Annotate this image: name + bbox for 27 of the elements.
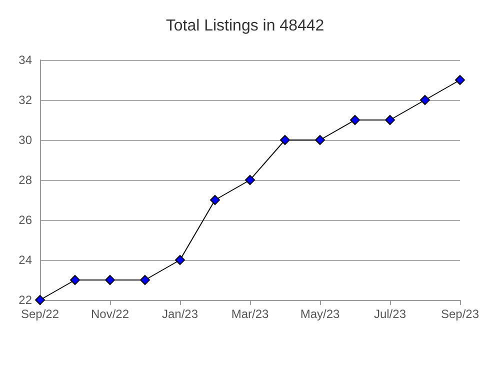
x-tick-label: May/23	[300, 307, 340, 321]
x-tick-label: Jan/23	[162, 307, 198, 321]
point	[280, 135, 290, 145]
point	[70, 275, 80, 285]
x-tick-label: Sep/23	[440, 307, 480, 321]
x-tick-label: Mar/23	[231, 307, 269, 321]
y-tick-label: 26	[18, 213, 32, 227]
point	[104, 275, 115, 285]
x-tick-label: Nov/22	[90, 307, 130, 321]
y-tick-label: 30	[18, 133, 32, 147]
x-tick-label: Sep/22	[20, 307, 60, 321]
point	[420, 95, 430, 105]
point	[384, 115, 395, 125]
x-tick-label: Jul/23	[374, 307, 406, 321]
y-tick-label: 22	[18, 293, 32, 307]
point	[454, 75, 465, 85]
y-tick-label: 32	[18, 93, 32, 107]
point	[350, 115, 360, 125]
y-tick-label: 28	[18, 173, 32, 187]
point	[314, 135, 325, 145]
point	[174, 255, 185, 265]
y-tick-label: 24	[18, 253, 32, 267]
point	[140, 275, 150, 285]
point	[244, 175, 255, 185]
point	[210, 195, 220, 205]
y-tick-label: 34	[18, 53, 32, 67]
chart-title: Total Listings in 48442	[166, 18, 324, 34]
